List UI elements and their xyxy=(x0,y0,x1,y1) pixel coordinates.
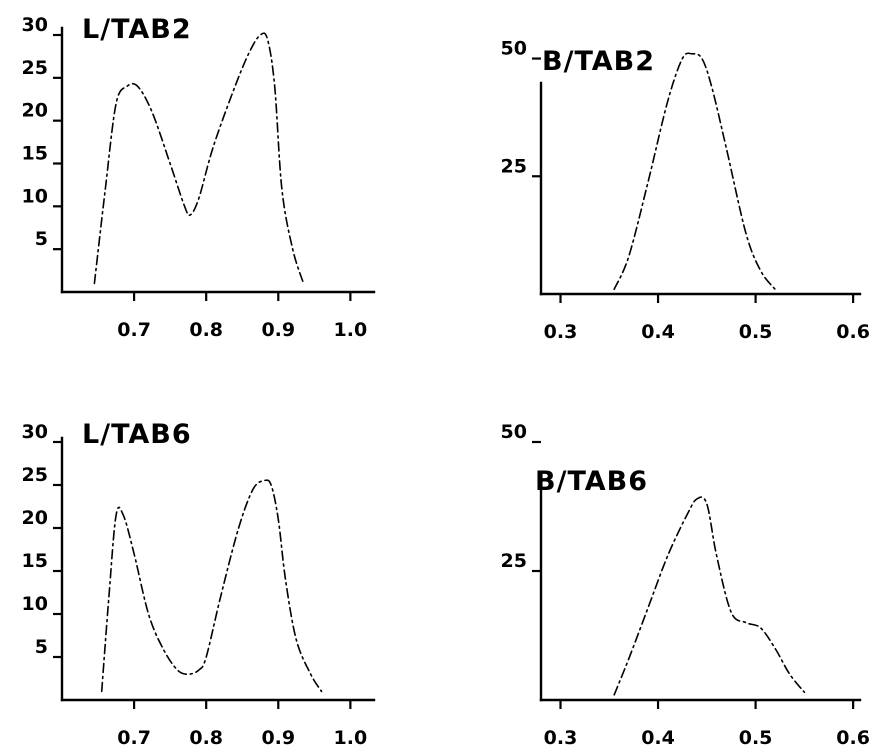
x-tick-label: 0.7 xyxy=(117,727,151,749)
series-line xyxy=(102,480,322,691)
y-tick-label: 25 xyxy=(501,155,527,177)
y-tick-label: 20 xyxy=(22,100,48,122)
panel-title: B/TAB2 xyxy=(542,46,655,77)
y-tick-label: 5 xyxy=(35,636,48,658)
panel-l-tab6: L/TAB6 0.7 0.8 0.9 1.0 5 10 15 20 25 30 xyxy=(22,419,374,749)
y-tick-label: 30 xyxy=(22,14,48,36)
x-tick-label: 0.9 xyxy=(261,727,295,749)
x-tick-label: 1.0 xyxy=(334,319,368,341)
x-tick-label: 0.6 xyxy=(836,727,870,749)
x-tick-label: 0.5 xyxy=(739,727,773,749)
series-line xyxy=(94,33,303,283)
y-tick-label: 30 xyxy=(22,421,48,443)
y-tick-label: 10 xyxy=(22,593,48,615)
x-tick-label: 0.8 xyxy=(189,319,223,341)
panel-b-tab6: B/TAB6 0.3 0.4 0.5 0.6 25 50 xyxy=(501,421,870,749)
y-tick-label: 25 xyxy=(501,550,527,572)
x-tick-label: 0.7 xyxy=(117,319,151,341)
y-tick-label: 15 xyxy=(22,143,48,165)
y-tick-label: 15 xyxy=(22,550,48,572)
x-tick-label: 0.4 xyxy=(641,321,675,343)
x-tick-label: 0.3 xyxy=(544,321,578,343)
y-tick-label: 5 xyxy=(35,228,48,250)
x-tick-label: 0.4 xyxy=(641,727,675,749)
y-tick-label: 20 xyxy=(22,507,48,529)
x-tick-label: 0.6 xyxy=(836,321,870,343)
y-tick-label: 25 xyxy=(22,464,48,486)
series-line xyxy=(614,53,775,289)
panel-title: L/TAB2 xyxy=(82,14,192,45)
panel-b-tab2: B/TAB2 0.3 0.4 0.5 0.6 25 50 xyxy=(501,38,870,343)
x-tick-label: 0.9 xyxy=(261,319,295,341)
series-line xyxy=(614,497,804,695)
x-tick-label: 0.3 xyxy=(544,727,578,749)
panel-title: B/TAB6 xyxy=(535,466,648,497)
x-tick-label: 0.5 xyxy=(739,321,773,343)
panel-title: L/TAB6 xyxy=(82,419,192,450)
x-tick-label: 1.0 xyxy=(334,727,368,749)
y-tick-label: 25 xyxy=(22,57,48,79)
x-tick-label: 0.8 xyxy=(189,727,223,749)
panel-l-tab2: L/TAB2 0.7 0.8 0.9 1.0 5 10 15 20 25 30 xyxy=(22,14,374,341)
y-tick-label: 50 xyxy=(501,38,527,60)
y-tick-label: 50 xyxy=(501,421,527,443)
y-tick-label: 10 xyxy=(22,185,48,207)
